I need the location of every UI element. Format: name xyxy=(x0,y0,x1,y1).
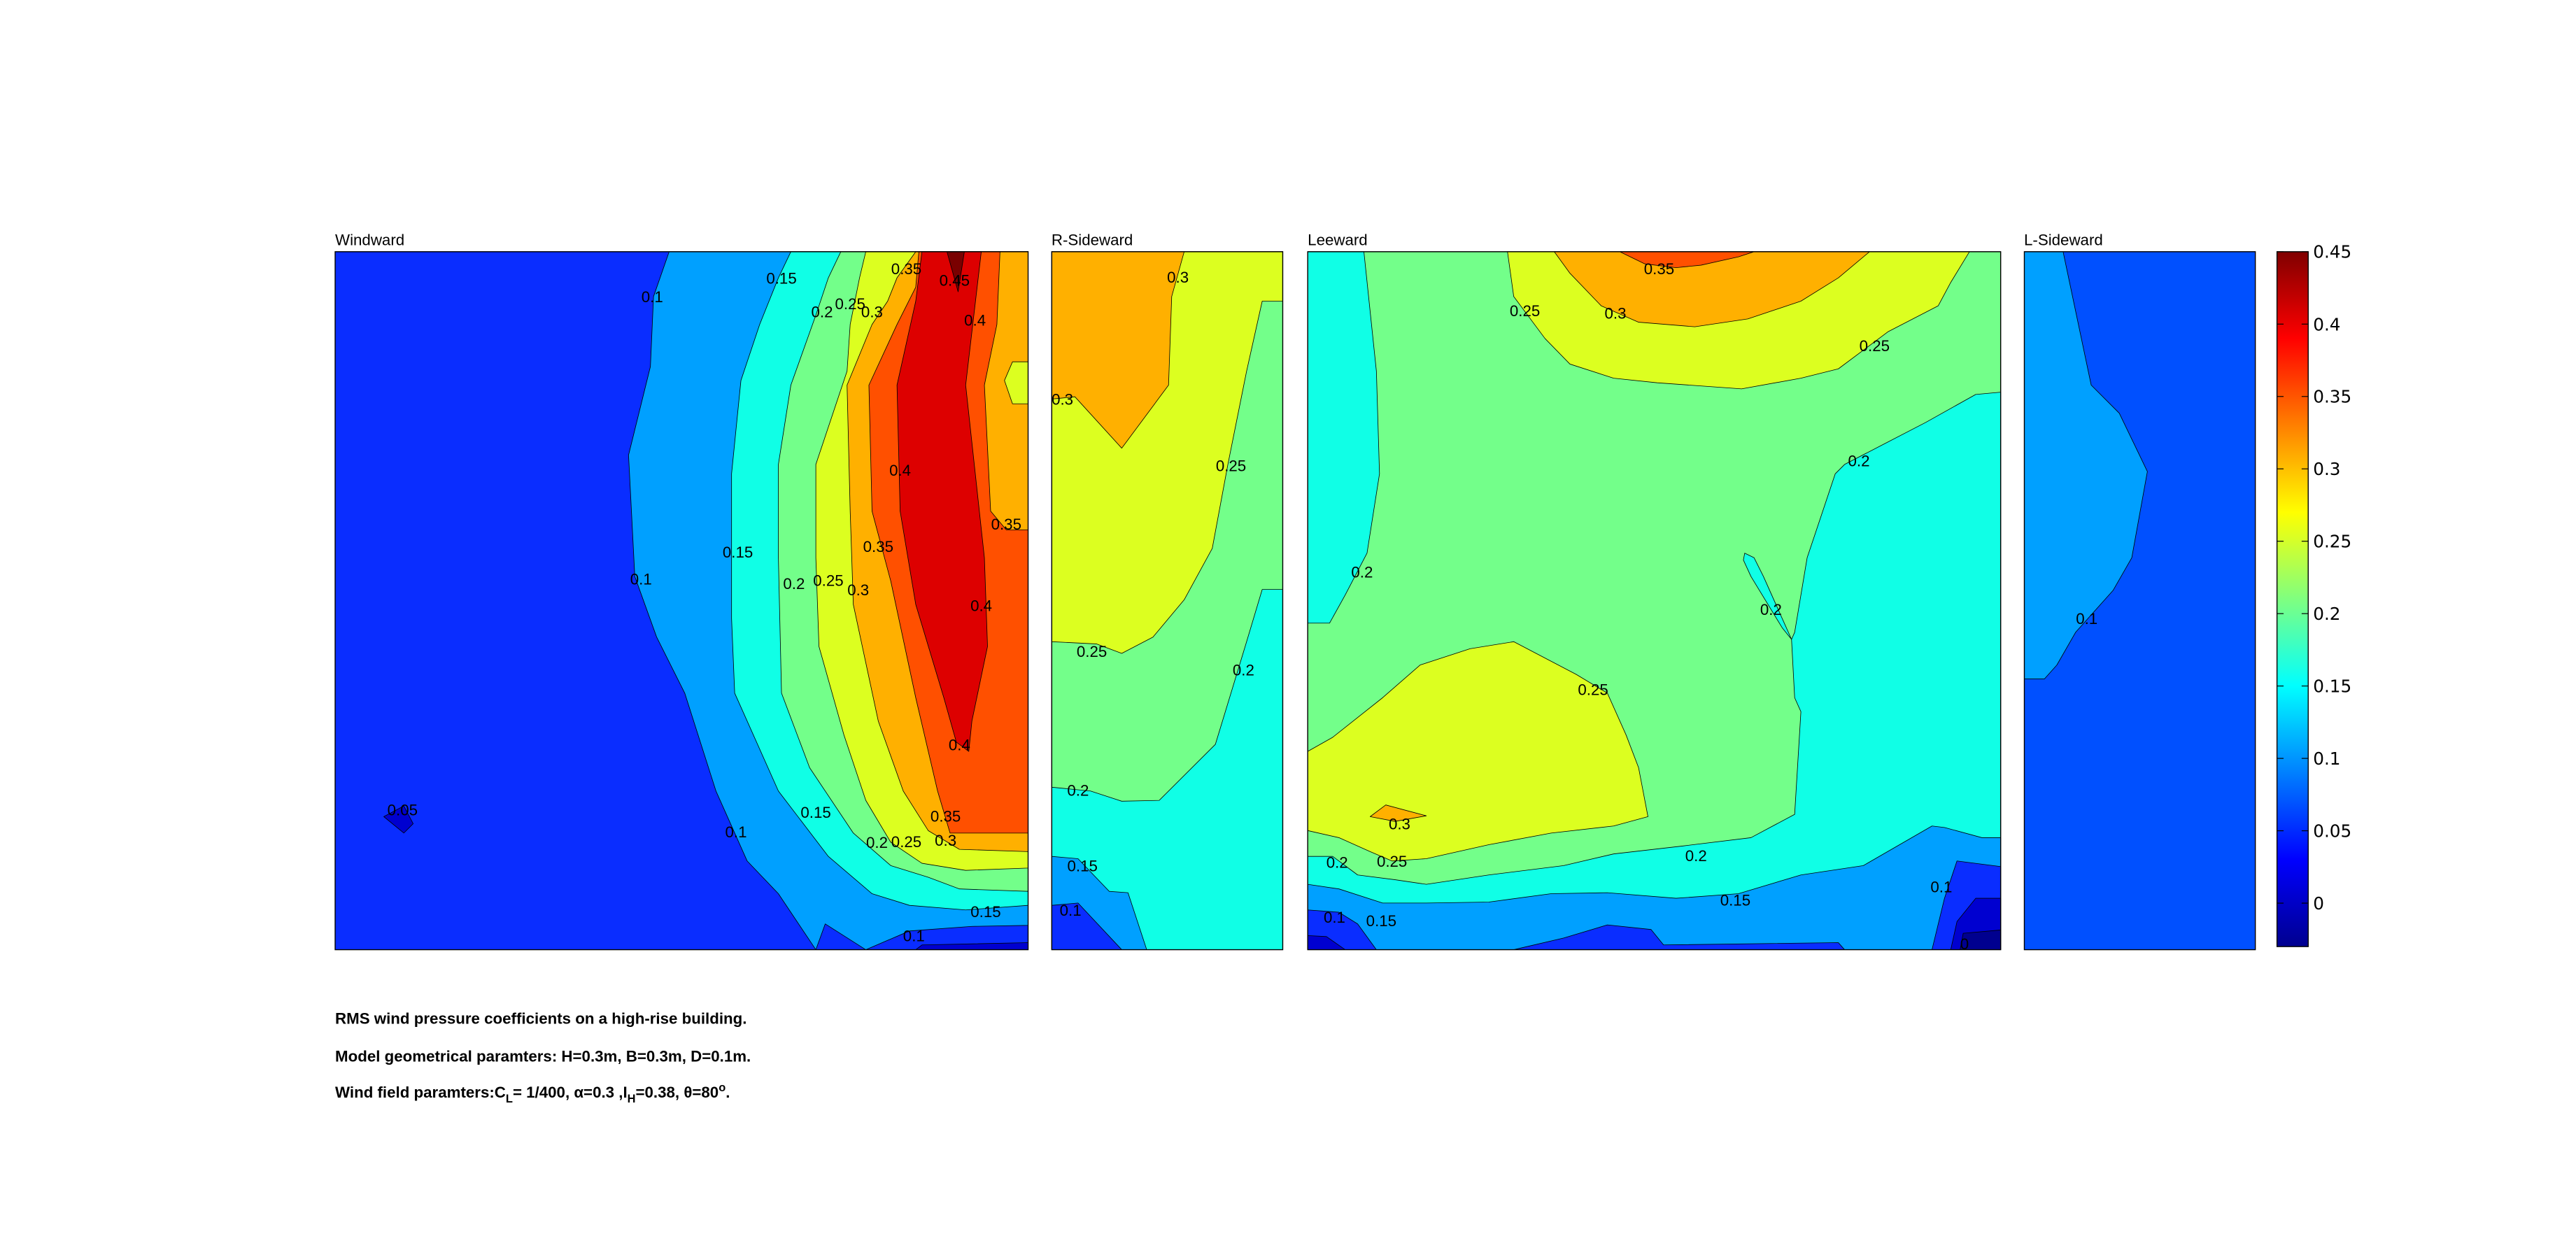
contour-label: 0.25 xyxy=(1077,643,1107,660)
colorbar-tick-label: 0.1 xyxy=(2313,749,2340,769)
caption-wind-sub-h: H xyxy=(628,1093,636,1105)
contour-region-0.05-mid xyxy=(1513,924,1845,950)
panel-frame-leeward xyxy=(1307,251,2002,951)
contour-label: 0.35 xyxy=(930,807,961,825)
contour-label: 0.2 xyxy=(1848,453,1870,470)
colorbar-tick-label: 0.25 xyxy=(2313,532,2351,552)
colorbar-gradient xyxy=(2276,251,2309,947)
contour-label: 0.2 xyxy=(1351,563,1373,581)
contour-label: 0.2 xyxy=(1326,853,1348,871)
caption-wind-part3: =0.38, θ=80 xyxy=(636,1084,719,1101)
contour-label: 0.1 xyxy=(642,288,663,306)
contour-label: 0.45 xyxy=(940,272,970,290)
contour-label: 0.1 xyxy=(903,928,925,945)
contour-island-0.2 xyxy=(1743,553,1792,640)
caption-wind-sup-deg: o xyxy=(719,1082,726,1094)
contour-label: 0.3 xyxy=(1389,816,1410,833)
colorbar-tick-label: 0.3 xyxy=(2313,459,2340,479)
contour-label: 0.35 xyxy=(991,516,1021,533)
contour-label: 0.2 xyxy=(1760,601,1782,618)
contour-label: 0.2 xyxy=(1233,662,1254,679)
caption-wind-sub-l: L xyxy=(506,1093,513,1105)
contour-label: 0.15 xyxy=(766,269,796,287)
contour-label: 0.3 xyxy=(935,832,956,849)
caption-wind-parameters: Wind field paramters:CL= 1/400, α=0.3 ,I… xyxy=(335,1082,730,1105)
contour-label: 0.2 xyxy=(812,303,833,320)
contour-region-0.4 xyxy=(896,251,988,752)
colorbar-tick-label: 0.05 xyxy=(2313,821,2351,841)
colorbar: 0.45 0.4 0.35 0.3 0.25 0.2 0.15 0.1 0.05 0 xyxy=(2276,242,2351,947)
contour-label: 0.15 xyxy=(1068,858,1098,875)
panel-title-r-sideward: R-Sideward xyxy=(1052,231,1133,248)
contour-label: 0.4 xyxy=(949,736,970,753)
contour-label: 0.15 xyxy=(723,544,753,561)
contour-label: 0.4 xyxy=(970,597,992,615)
contour-label: 0.15 xyxy=(1366,912,1396,930)
contour-label: 0.25 xyxy=(1578,681,1608,699)
contour-label: 0.15 xyxy=(970,903,1000,921)
caption-wind-part4: . xyxy=(726,1084,730,1101)
contour-label: 0 xyxy=(1960,935,1969,953)
contour-label: 0.1 xyxy=(1930,879,1952,896)
contour-label: 0.25 xyxy=(1377,853,1407,870)
panel-frame-l-sideward xyxy=(2023,251,2256,951)
contour-label: 0.15 xyxy=(1720,891,1750,909)
contour-region-0.3-top xyxy=(1554,251,1870,327)
panel-title-l-sideward: L-Sideward xyxy=(2024,231,2103,248)
colorbar-tick-label: 0.45 xyxy=(2313,242,2351,262)
contour-label: 0.25 xyxy=(1510,302,1540,320)
colorbar-tick-label: 0.2 xyxy=(2313,604,2340,624)
contour-label: 0.1 xyxy=(725,823,746,841)
contour-label: 0.1 xyxy=(1324,909,1345,926)
caption-model-parameters: Model geometrical paramters: H=0.3m, B=0… xyxy=(335,1047,751,1065)
contour-label: 0.3 xyxy=(861,303,883,320)
contour-label: 0.25 xyxy=(835,295,865,313)
panel-frame-r-sideward xyxy=(1051,251,1284,951)
caption-wind-part1: Wind field paramters:C xyxy=(335,1084,506,1101)
panel-frame-windward xyxy=(334,251,1029,951)
contour-label: 0.2 xyxy=(783,575,805,593)
caption-title: RMS wind pressure coefficients on a high… xyxy=(335,1009,746,1027)
contour-label: 0.2 xyxy=(1067,782,1089,800)
contour-label: 0.35 xyxy=(863,538,893,555)
contour-region-0.15-left xyxy=(1307,251,1380,624)
contour-label: 0.3 xyxy=(847,581,869,599)
contour-island-0.3 xyxy=(1369,804,1427,822)
contour-label: 0.25 xyxy=(891,833,921,851)
contour-label: 0.1 xyxy=(2076,610,2097,627)
caption-wind-part2: = 1/400, α=0.3 ,I xyxy=(513,1084,628,1101)
panel-title-windward: Windward xyxy=(335,231,404,248)
contour-label: 0.25 xyxy=(813,572,843,589)
contour-label: 0.4 xyxy=(964,311,986,329)
contour-label: 0.3 xyxy=(1052,391,1073,409)
colorbar-tick-label: 0.4 xyxy=(2313,314,2340,334)
contour-label: 0.15 xyxy=(800,804,830,821)
contour-label: 0.4 xyxy=(889,462,911,479)
contour-label: 0.2 xyxy=(866,834,888,851)
contour-label: 0.25 xyxy=(1216,458,1246,475)
contour-label: 0.1 xyxy=(1060,902,1082,919)
contour-label: 0.1 xyxy=(630,571,652,588)
contour-label: 0.35 xyxy=(1644,260,1674,278)
contour-label: 0.2 xyxy=(1685,847,1707,865)
panel-title-leeward: Leeward xyxy=(1308,231,1368,248)
colorbar-tick-label: 0.15 xyxy=(2313,676,2351,697)
contour-region-0.25-lower xyxy=(1307,641,1648,862)
contour-label: 0.35 xyxy=(891,260,921,278)
contour-region-0.3 xyxy=(1051,251,1185,449)
contour-island-0.05 xyxy=(383,805,413,834)
contour-label: 0.3 xyxy=(1167,269,1189,286)
colorbar-tick-label: 0 xyxy=(2313,893,2324,914)
contour-region-0.15-right xyxy=(1307,392,2002,950)
contour-label: 0.3 xyxy=(1604,304,1626,322)
colorbar-tick-label: 0.35 xyxy=(2313,387,2351,407)
contour-region-0.1 xyxy=(2024,251,2148,680)
contour-label: 0.25 xyxy=(1860,337,1890,355)
contour-label: 0.05 xyxy=(388,802,418,819)
